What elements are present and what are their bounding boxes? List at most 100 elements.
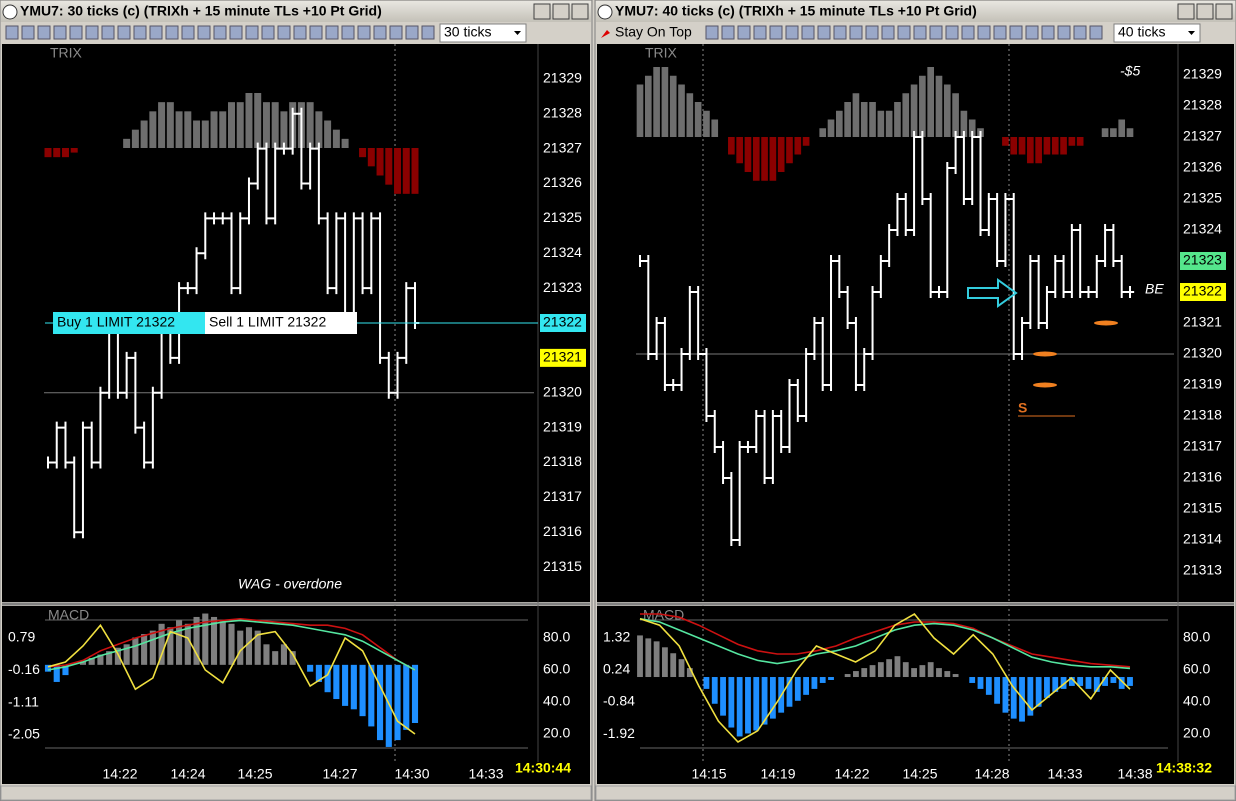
price-bar	[730, 472, 740, 546]
oscillator-tick-label: 60.0	[543, 661, 570, 677]
toolbar-icon[interactable]	[261, 25, 275, 40]
macd-histogram-bar	[1035, 677, 1042, 707]
app-icon	[2, 4, 18, 20]
maximize-button[interactable]	[1196, 3, 1214, 20]
stay-on-top-button[interactable]: Stay On Top	[615, 24, 692, 40]
toolbar-icon[interactable]	[849, 25, 863, 40]
close-button[interactable]	[1215, 3, 1233, 20]
toolbar-icon[interactable]	[1089, 25, 1103, 40]
trix-bar	[786, 137, 793, 164]
toolbar-icon[interactable]	[181, 25, 195, 40]
macd-histogram-bar	[753, 677, 760, 731]
macd-histogram-bar	[342, 664, 349, 706]
price-bar	[805, 348, 815, 422]
trix-bar	[935, 75, 943, 137]
price-bar	[1029, 255, 1039, 329]
trix-bar	[149, 111, 157, 148]
toolbar-icon[interactable]	[357, 25, 371, 40]
toolbar-icon[interactable]	[117, 25, 131, 40]
price-marker-label: 21321	[543, 349, 582, 365]
toolbar-icon[interactable]	[53, 25, 67, 40]
toolbar-icon[interactable]	[1073, 25, 1087, 40]
toolbar-icon[interactable]	[69, 25, 83, 40]
toolbar-icon[interactable]	[1025, 25, 1039, 40]
toolbar-icon[interactable]	[293, 25, 307, 40]
macd-histogram-bar	[411, 664, 419, 723]
toolbar-icon[interactable]	[913, 25, 927, 40]
toolbar-icon[interactable]	[37, 25, 51, 40]
toolbar-icon[interactable]	[197, 25, 211, 40]
toolbar-icon[interactable]	[5, 25, 19, 40]
toolbar-icon[interactable]	[277, 25, 291, 40]
toolbar-icon[interactable]	[373, 25, 387, 40]
price-tick-label: 21325	[543, 209, 582, 225]
toolbar-icon[interactable]	[1057, 25, 1071, 40]
minimize-button[interactable]	[1177, 3, 1195, 20]
oscillator-tick-label: 60.0	[1183, 661, 1210, 677]
toolbar-icon[interactable]	[133, 25, 147, 40]
toolbar-icon[interactable]	[309, 25, 323, 40]
toolbar-icon[interactable]	[817, 25, 831, 40]
interval-dropdown[interactable]	[439, 23, 527, 43]
indicator-label: TRIX	[50, 45, 83, 61]
toolbar-icon[interactable]	[961, 25, 975, 40]
toolbar-icon[interactable]	[801, 25, 815, 40]
price-marker	[540, 314, 586, 332]
macd-histogram-bar	[228, 623, 235, 665]
toolbar-icon[interactable]	[1009, 25, 1023, 40]
price-bar	[291, 107, 302, 155]
toolbar-icon[interactable]	[769, 25, 783, 40]
macd-histogram-bar	[1077, 677, 1084, 686]
toolbar-icon[interactable]	[325, 25, 339, 40]
price-bar	[738, 441, 748, 546]
toolbar-icon[interactable]	[881, 25, 895, 40]
toolbar-icon[interactable]	[85, 25, 99, 40]
macd-histogram-bar	[1010, 677, 1017, 719]
toolbar-icon[interactable]	[753, 25, 767, 40]
price-bar	[265, 142, 276, 225]
toolbar-icon[interactable]	[101, 25, 115, 40]
macd-histogram-bar	[977, 677, 984, 689]
order-box[interactable]	[205, 312, 357, 334]
toolbar-icon[interactable]	[705, 25, 719, 40]
minimize-button[interactable]	[533, 3, 551, 20]
toolbar-icon[interactable]	[897, 25, 911, 40]
price-marker-label: 21322	[543, 314, 582, 330]
toolbar-icon[interactable]	[1041, 25, 1055, 40]
toolbar-icon[interactable]	[341, 25, 355, 40]
toolbar-icon[interactable]	[945, 25, 959, 40]
price-bar	[971, 131, 981, 205]
toolbar-icon[interactable]	[165, 25, 179, 40]
trix-bar	[794, 137, 802, 155]
close-button[interactable]	[571, 3, 589, 20]
toolbar-icon[interactable]	[721, 25, 735, 40]
toolbar-icon[interactable]	[229, 25, 243, 40]
trix-bar	[140, 120, 148, 148]
toolbar-icon[interactable]	[785, 25, 799, 40]
toolbar-icon[interactable]	[213, 25, 227, 40]
toolbar-icon[interactable]	[929, 25, 943, 40]
trix-bar	[236, 102, 244, 148]
trix-bar	[245, 93, 253, 148]
oscillator-tick-label: 40.0	[543, 693, 570, 709]
toolbar-icon[interactable]	[21, 25, 35, 40]
toolbar-icon[interactable]	[833, 25, 847, 40]
toolbar-icon[interactable]	[245, 25, 259, 40]
toolbar-icon[interactable]	[421, 25, 435, 40]
trix-bar	[1076, 137, 1084, 146]
toolbar-icon[interactable]	[993, 25, 1007, 40]
macd-histogram-bar	[985, 677, 992, 695]
macd-histogram-bar	[803, 677, 810, 695]
maximize-button[interactable]	[552, 3, 570, 20]
toolbar-icon[interactable]	[389, 25, 403, 40]
time-tick-label: 14:30	[394, 766, 429, 782]
toolbar-icon[interactable]	[405, 25, 419, 40]
price-bar	[64, 421, 75, 469]
toolbar-icon[interactable]	[737, 25, 751, 40]
interval-dropdown[interactable]	[1113, 23, 1201, 43]
toolbar-icon[interactable]	[865, 25, 879, 40]
toolbar-icon[interactable]	[977, 25, 991, 40]
toolbar-icon[interactable]	[149, 25, 163, 40]
trix-bar	[661, 67, 669, 137]
order-box[interactable]	[53, 312, 205, 334]
